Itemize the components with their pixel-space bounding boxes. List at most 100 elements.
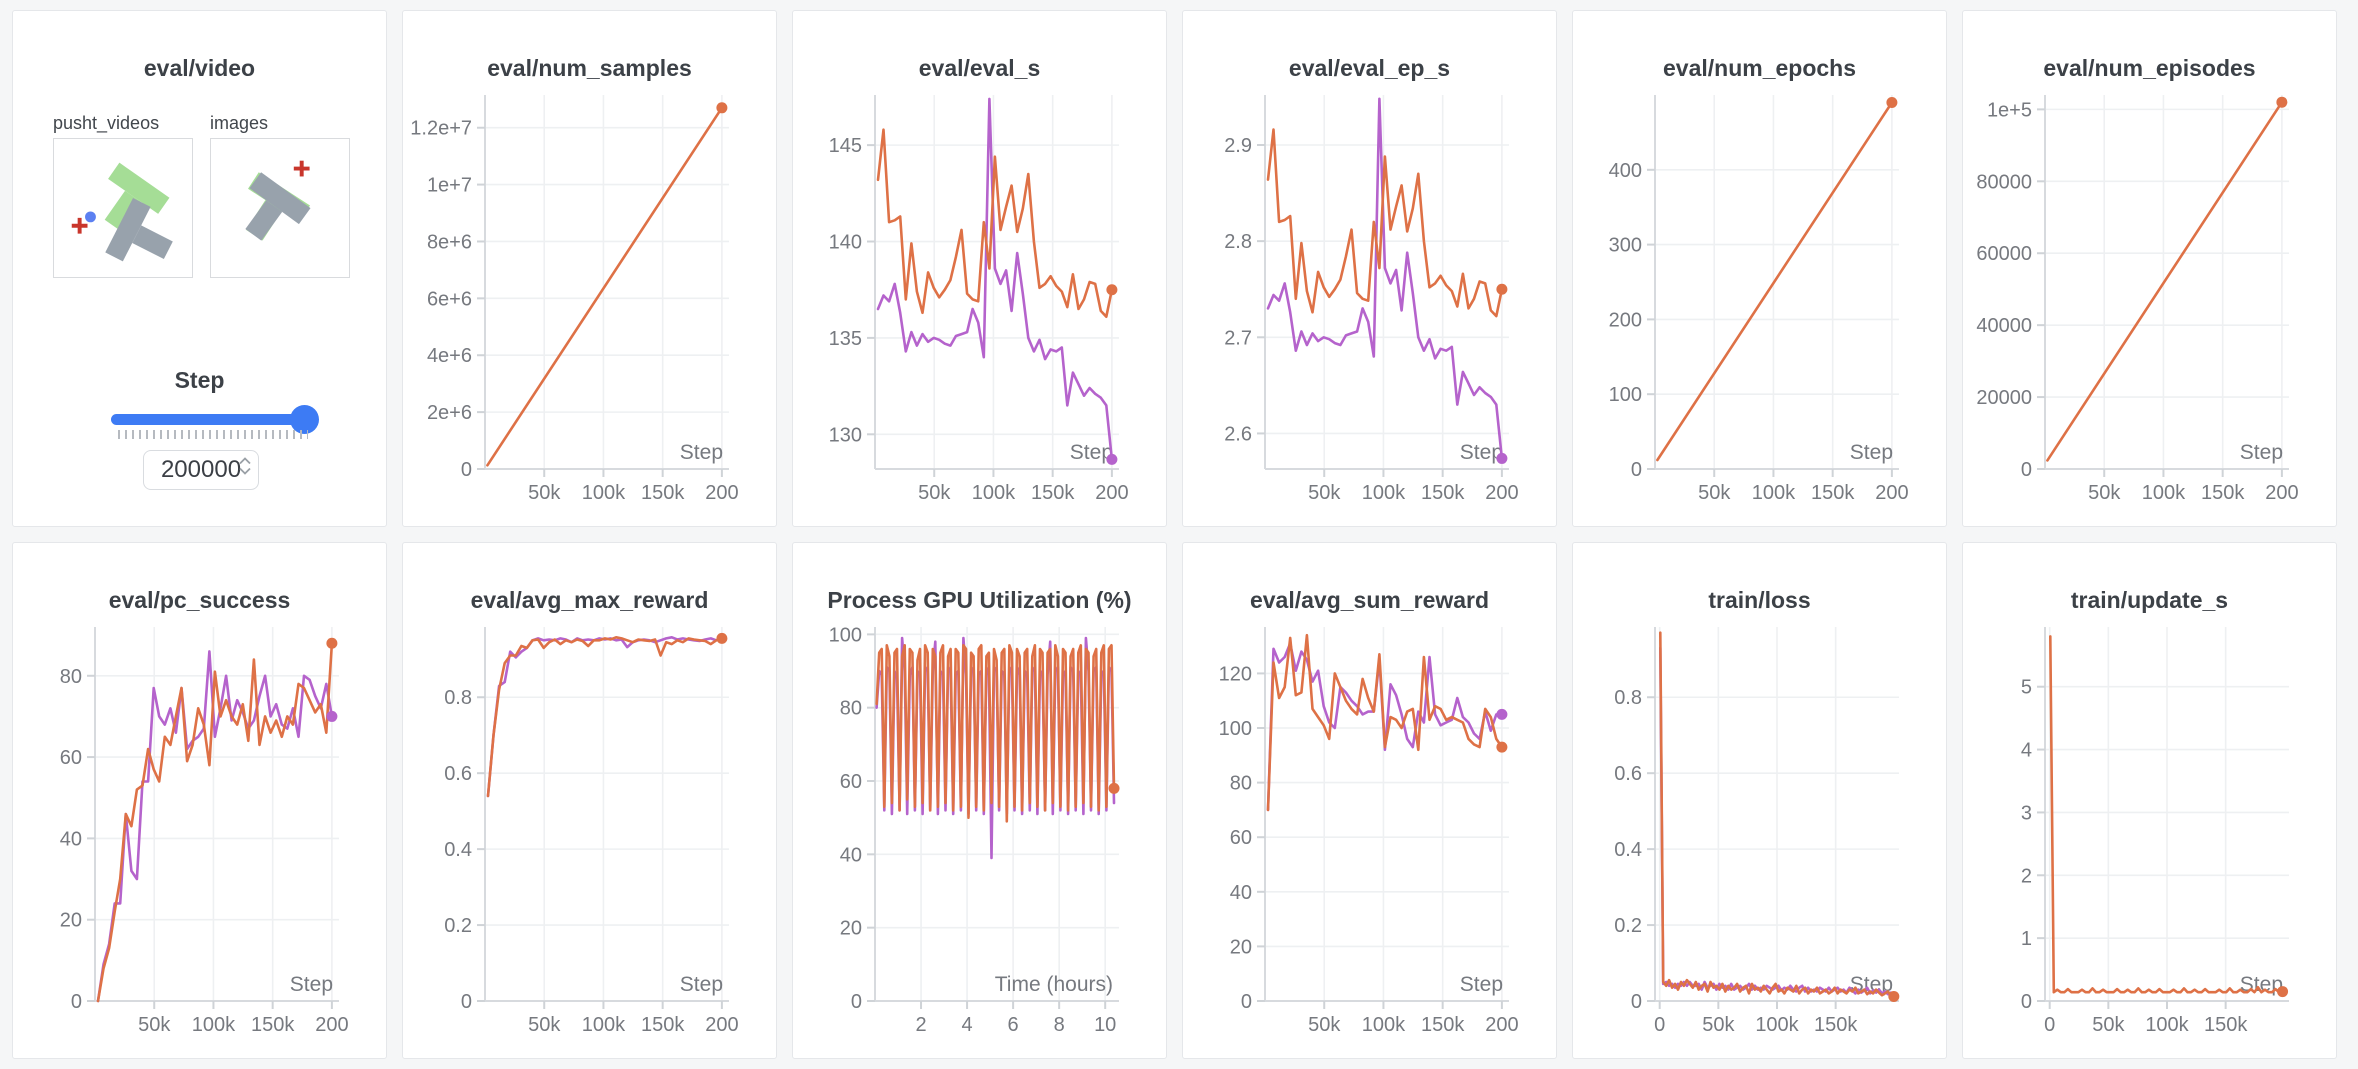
pusht-video-thumbnail[interactable] bbox=[53, 138, 193, 278]
x-tick-label: 50k bbox=[1698, 482, 1731, 504]
slider-ticks bbox=[118, 430, 308, 439]
chart-plot[interactable]: 50k 100k 150k 200 2.6 2.7 2.8 2.9 Step bbox=[1183, 11, 1557, 527]
chart-title: eval/pc_success bbox=[108, 587, 291, 613]
y-tick-label: 0 bbox=[2021, 991, 2032, 1013]
panel-title: eval/video bbox=[143, 55, 256, 81]
pusht-goal-cross-icon bbox=[71, 217, 88, 234]
series-line-orange bbox=[876, 128, 1114, 319]
panel-eval-avg-sum-reward: eval/avg_sum_reward 50k 100k 150k 200 0 20 40 60… bbox=[1182, 542, 1557, 1059]
y-tick-label: 2.9 bbox=[1224, 135, 1252, 157]
series-end-dot-orange bbox=[2276, 96, 2288, 108]
chart-plot[interactable]: 50k 100k 150k 200 0 20 40 60 80 Step bbox=[13, 543, 387, 1059]
series-end-dot-orange bbox=[2277, 986, 2289, 998]
x-tick-label: 0 bbox=[2044, 1014, 2055, 1036]
y-tick-label: 0 bbox=[2021, 459, 2032, 481]
x-tick-label: 100k bbox=[192, 1014, 236, 1036]
series-line-purple bbox=[486, 636, 724, 798]
stepper-down-icon[interactable] bbox=[239, 467, 251, 475]
y-tick-label: 400 bbox=[1609, 160, 1642, 182]
series-line-orange bbox=[1656, 101, 1894, 462]
chart-title: eval/eval_ep_s bbox=[1288, 55, 1451, 81]
y-tick-label: 40000 bbox=[1976, 315, 2032, 337]
series-end-dot-orange bbox=[1886, 96, 1898, 108]
series-line-orange bbox=[96, 642, 334, 1003]
y-tick-label: 0 bbox=[461, 991, 472, 1013]
series-line-orange bbox=[2046, 100, 2284, 462]
x-tick-label: 150k bbox=[641, 482, 685, 504]
y-tick-label: 100 bbox=[829, 624, 862, 646]
chart-title: eval/num_epochs bbox=[1662, 55, 1857, 81]
y-tick-label: 6e+6 bbox=[427, 288, 472, 310]
y-tick-label: 4e+6 bbox=[427, 345, 472, 367]
x-tick-label: 100k bbox=[2145, 1014, 2189, 1036]
x-axis-label: Step bbox=[2240, 441, 2283, 464]
series-line-orange bbox=[875, 644, 1116, 823]
chart-plot[interactable]: 50k 100k 150k 200 0 20000 40000 60000 80000 1e+5 S… bbox=[1963, 11, 2337, 527]
step-slider[interactable] bbox=[111, 405, 319, 434]
y-tick-label: 20 bbox=[60, 910, 82, 932]
y-tick-label: 0 bbox=[1241, 991, 1252, 1013]
x-tick-label: 150k bbox=[1031, 482, 1075, 504]
panel-process-gpu-utilization-: Process GPU Utilization (%) 2 4 6 8 10 0 20 40 60… bbox=[792, 542, 1167, 1059]
series-end-dot-orange bbox=[716, 102, 728, 114]
chart-plot[interactable]: 50k 100k 150k 200 0 0.2 0.4 0.6 0.8 Step bbox=[403, 543, 777, 1059]
y-tick-label: 2.6 bbox=[1224, 423, 1252, 445]
panel-eval-avg-max-reward: eval/avg_max_reward 50k 100k 150k 200 0 0.2 0.4… bbox=[402, 542, 777, 1059]
pusht-block-t-shape bbox=[245, 172, 311, 241]
pusht-agent-dot bbox=[85, 211, 96, 223]
panel-eval-num-samples: eval/num_samples 50k 100k 150k 200 0 2e+6 4e+6 6… bbox=[402, 10, 777, 527]
x-tick-label: 50k bbox=[2088, 482, 2121, 504]
y-tick-label: 2.8 bbox=[1224, 231, 1252, 253]
x-tick-label: 2 bbox=[915, 1014, 926, 1036]
x-tick-label: 200 bbox=[2265, 482, 2298, 504]
x-tick-label: 150k bbox=[251, 1014, 295, 1036]
x-axis-label: Step bbox=[680, 441, 723, 464]
y-tick-label: 60000 bbox=[1976, 243, 2032, 265]
y-tick-label: 135 bbox=[829, 328, 862, 350]
series-end-dot-purple bbox=[1106, 453, 1118, 465]
x-axis-label: Step bbox=[290, 973, 333, 996]
chart-plot[interactable]: 50k 100k 150k 200 0 2e+6 4e+6 6e+6 8e+6 1e+7 1.2e+… bbox=[403, 11, 777, 527]
y-tick-label: 8e+6 bbox=[427, 231, 472, 253]
media-label-images: images bbox=[210, 113, 269, 133]
series-line-purple bbox=[1266, 642, 1504, 812]
y-tick-label: 20 bbox=[840, 918, 862, 940]
series-line-purple bbox=[876, 97, 1114, 461]
y-tick-label: 0 bbox=[71, 991, 82, 1013]
step-slider-thumb[interactable] bbox=[290, 405, 319, 434]
images-thumbnail[interactable] bbox=[210, 138, 350, 278]
x-tick-label: 10 bbox=[1094, 1014, 1116, 1036]
y-tick-label: 2.7 bbox=[1224, 327, 1252, 349]
x-tick-label: 100k bbox=[2142, 482, 2186, 504]
pusht-video-frame bbox=[71, 162, 173, 262]
x-tick-label: 200 bbox=[1095, 482, 1128, 504]
series-line-orange bbox=[1266, 633, 1504, 812]
stepper-up-icon[interactable] bbox=[239, 457, 251, 465]
stepper-controls bbox=[239, 457, 251, 475]
x-tick-label: 150k bbox=[1814, 1014, 1858, 1036]
y-tick-label: 0 bbox=[1631, 991, 1642, 1013]
step-value-input[interactable]: 200000 bbox=[143, 450, 259, 490]
panel-train-update-s: train/update_s 0 50k 100k 150k 0 1 2 3 4 5 Step bbox=[1962, 542, 2337, 1059]
x-tick-label: 200 bbox=[705, 482, 738, 504]
step-value[interactable]: 200000 bbox=[160, 456, 242, 483]
series-end-dot-orange bbox=[1888, 990, 1900, 1002]
x-tick-label: 200 bbox=[1875, 482, 1908, 504]
y-tick-label: 40 bbox=[60, 828, 82, 850]
y-tick-label: 0 bbox=[461, 459, 472, 481]
x-tick-label: 8 bbox=[1054, 1014, 1065, 1036]
y-tick-label: 1.2e+7 bbox=[410, 118, 472, 140]
x-axis-label: Step bbox=[1850, 441, 1893, 464]
series-end-dot-orange bbox=[1496, 283, 1508, 295]
chart-plot[interactable]: 50k 100k 150k 200 130 135 140 145 Step bbox=[793, 11, 1167, 527]
chart-plot[interactable]: 50k 100k 150k 200 0 100 200 300 400 Step bbox=[1573, 11, 1947, 527]
y-tick-label: 60 bbox=[60, 747, 82, 769]
chart-plot[interactable]: 50k 100k 150k 200 0 20 40 60 80 100 120 Step bbox=[1183, 543, 1557, 1059]
series-line-purple bbox=[96, 650, 334, 1003]
x-tick-label: 50k bbox=[528, 1014, 561, 1036]
panel-eval-video: eval/video pusht_videos images bbox=[12, 10, 387, 527]
x-tick-label: 150k bbox=[2201, 482, 2245, 504]
